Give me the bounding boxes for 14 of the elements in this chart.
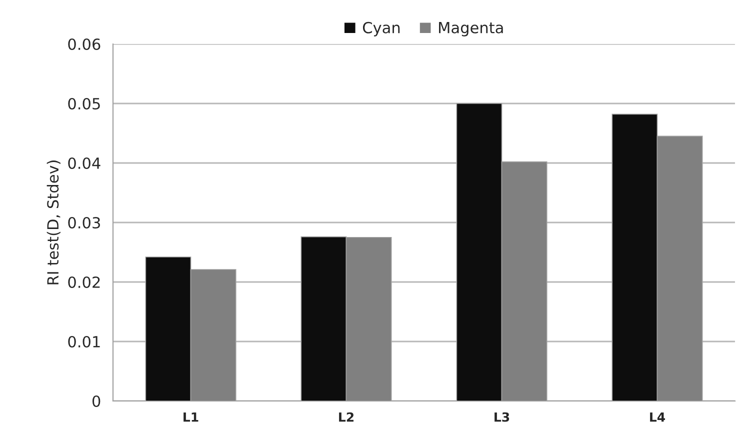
y-tick-label: 0.05 [68, 98, 100, 110]
legend-label: Magenta [439, 22, 503, 36]
y-tick-label: 0.02 [68, 276, 100, 288]
x-tick-label: L3 [494, 412, 510, 422]
y-tick-label: 0.06 [68, 38, 100, 50]
y-tick-label: 0.04 [68, 157, 100, 170]
y-tick-label: 0 [92, 395, 100, 408]
legend-label: Cyan [362, 22, 400, 36]
x-tick-label: L2 [339, 412, 354, 422]
y-tick-label: 0.03 [68, 216, 100, 229]
y-tick-label: 0.01 [68, 336, 100, 348]
y-axis-title: RI test(D, Stdev) [46, 160, 60, 284]
x-tick-label: L4 [650, 412, 666, 422]
x-tick-label: L1 [184, 412, 198, 422]
